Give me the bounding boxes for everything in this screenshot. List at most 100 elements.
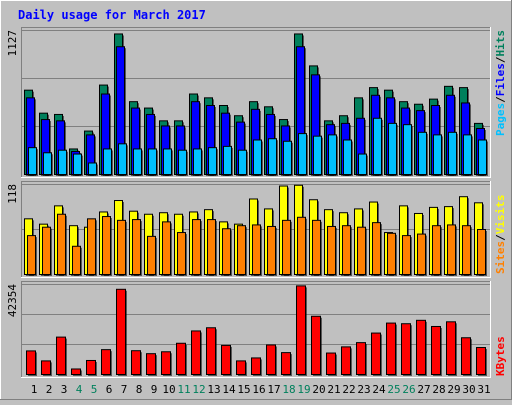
day-label-22: 22: [342, 383, 355, 396]
legend-pages: Pages: [494, 103, 507, 136]
day-label-23: 23: [357, 383, 370, 396]
day-label-10: 10: [162, 383, 175, 396]
kbytes-bar-day-31: [476, 347, 486, 376]
kbytes-bar-day-24: [371, 332, 381, 375]
pages-bar-day-7: [118, 143, 127, 176]
day-label-26: 26: [402, 383, 415, 396]
sites-bar-day-2: [42, 226, 51, 276]
kbytes-bar-day-7: [116, 288, 126, 376]
sites-bar-day-30: [462, 225, 471, 276]
kbytes-bar-day-22: [341, 346, 351, 376]
day-label-11: 11: [177, 383, 190, 396]
legend-separator-2: /: [494, 56, 507, 63]
sites-bar-day-4: [72, 245, 81, 276]
sites-bar-day-21: [327, 225, 336, 276]
kbytes-bar-day-16: [251, 357, 261, 375]
top-panel-bars: [24, 33, 488, 177]
kbytes-bar-day-12: [191, 330, 201, 376]
sites-bar-day-14: [222, 228, 231, 275]
kbytes-bar-day-27: [416, 319, 426, 375]
kbytes-panel: [21, 281, 491, 378]
kbytes-bar-day-23: [356, 342, 366, 375]
day-label-14: 14: [222, 383, 236, 396]
sites-bar-day-15: [237, 225, 246, 276]
sites-bar-day-27: [417, 233, 426, 276]
pages-bar-day-30: [463, 134, 472, 175]
sites-bar-day-20: [312, 219, 321, 275]
pages-bar-day-26: [403, 124, 412, 175]
sites-bar-day-1: [27, 235, 36, 276]
pages-bar-day-4: [73, 153, 82, 176]
legend-sites: Sites: [494, 241, 507, 274]
day-label-6: 6: [106, 383, 113, 396]
kbytes-bar-day-6: [101, 349, 111, 376]
kbytes-bar-day-15: [236, 360, 246, 375]
kbytes-bar-day-5: [86, 359, 96, 375]
hits-files-pages-panel: [21, 27, 491, 178]
kbytes-bar-day-25: [386, 322, 396, 376]
pages-bar-day-16: [253, 139, 262, 175]
kbytes-bar-day-14: [221, 344, 231, 375]
day-label-9: 9: [151, 383, 158, 396]
day-label-25: 25: [387, 383, 400, 396]
pages-bar-day-1: [28, 147, 37, 176]
kbytes-bar-day-2: [41, 360, 51, 375]
pages-bar-day-23: [358, 153, 367, 176]
sites-bar-day-8: [132, 219, 141, 275]
day-label-2: 2: [46, 383, 53, 396]
sites-bar-day-6: [102, 216, 111, 276]
kbytes-bar-day-13: [206, 327, 216, 375]
kbytes-bar-day-21: [326, 352, 336, 375]
kbytes-bar-day-8: [131, 350, 141, 375]
day-label-27: 27: [417, 383, 430, 396]
day-label-13: 13: [207, 383, 220, 396]
kbytes-bar-day-1: [26, 350, 36, 375]
middle-legend: Sites/Visits: [494, 195, 507, 275]
sites-bar-day-25: [387, 232, 396, 275]
kbytes-bar-day-26: [401, 323, 411, 376]
day-label-30: 30: [462, 383, 475, 396]
sites-bar-day-28: [432, 225, 441, 276]
pages-bar-day-2: [43, 152, 52, 175]
kbytes-bar-day-29: [446, 321, 456, 376]
pages-bar-day-25: [388, 122, 397, 175]
kbytes-bar-day-11: [176, 342, 186, 375]
day-label-4: 4: [76, 383, 83, 396]
legend-separator-1: /: [494, 96, 507, 103]
day-label-17: 17: [267, 383, 280, 396]
kbytes-bar-day-9: [146, 353, 156, 375]
middle-max-label: 118: [6, 184, 19, 204]
legend-kbytes: KBytes: [494, 336, 507, 376]
sites-bar-day-9: [147, 235, 156, 276]
legend-visits: Visits: [494, 195, 507, 235]
pages-bar-day-27: [418, 131, 427, 175]
sites-bar-day-7: [117, 219, 126, 275]
day-label-18: 18: [282, 383, 295, 396]
sites-bar-day-23: [357, 226, 366, 276]
sites-bar-day-22: [342, 225, 351, 276]
day-label-20: 20: [312, 383, 325, 396]
sites-bar-day-11: [177, 232, 186, 275]
middle-panel-bars: [24, 184, 487, 276]
day-label-19: 19: [297, 383, 310, 396]
pages-bar-day-10: [163, 148, 172, 176]
sites-bar-day-3: [57, 213, 66, 275]
day-label-3: 3: [61, 383, 68, 396]
pages-bar-day-18: [283, 140, 292, 175]
sites-bar-day-24: [372, 222, 381, 275]
day-label-12: 12: [192, 383, 205, 396]
pages-bar-day-19: [298, 133, 307, 175]
kbytes-bar-day-10: [161, 351, 171, 375]
legend-separator-3: /: [494, 234, 507, 241]
chart-title: Daily usage for March 2017: [18, 8, 206, 22]
pages-bar-day-9: [148, 148, 157, 176]
day-label-15: 15: [237, 383, 250, 396]
pages-bar-day-14: [223, 145, 232, 175]
legend-hits: Hits: [494, 30, 507, 57]
pages-bar-day-24: [373, 117, 382, 175]
pages-bar-day-22: [343, 139, 352, 175]
kbytes-bar-day-19: [296, 285, 306, 375]
pages-bar-day-31: [478, 139, 487, 175]
pages-bar-day-6: [103, 148, 112, 176]
